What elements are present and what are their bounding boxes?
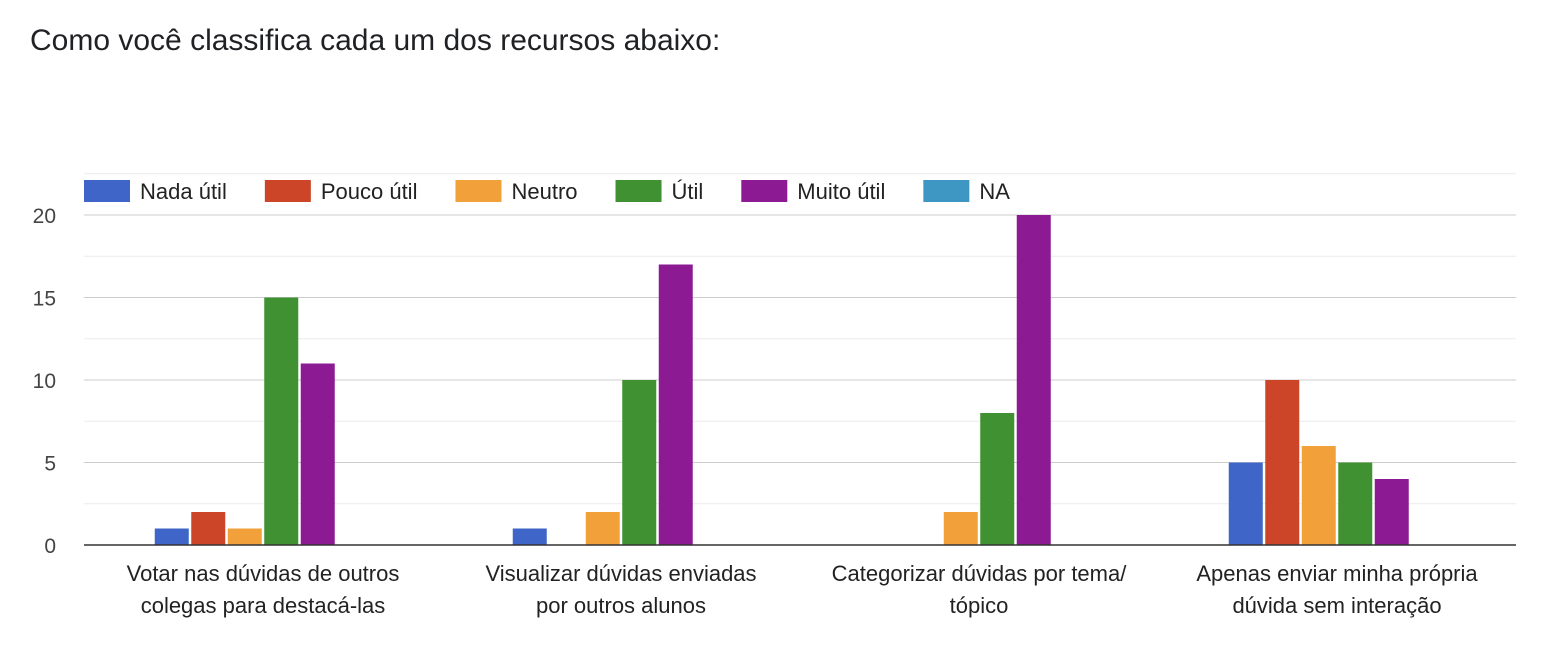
x-tick-label: Categorizar dúvidas por tema/: [832, 561, 1128, 586]
bar: [943, 512, 978, 545]
bar: [512, 528, 547, 545]
x-tick-label: Apenas enviar minha própria: [1196, 561, 1478, 586]
y-tick-label: 10: [33, 370, 56, 393]
x-tick-label: tópico: [950, 593, 1009, 618]
grid-lines: [84, 173, 1516, 505]
bar: [154, 528, 189, 545]
legend-swatch: [923, 180, 970, 202]
legend-label: Útil: [672, 179, 704, 204]
bars: [154, 215, 1409, 545]
legend-swatch: [84, 180, 130, 202]
bar: [1301, 446, 1336, 545]
bar: [264, 297, 299, 545]
x-tick-label: Votar nas dúvidas de outros: [127, 561, 400, 586]
legend: Nada útil Pouco útil Neutro Útil Muito útil N…: [84, 179, 1010, 204]
x-axis-labels: Votar nas dúvidas de outros colegas para …: [127, 561, 1479, 618]
bar: [1338, 462, 1373, 545]
legend-swatch: [455, 180, 502, 202]
x-tick-label: colegas para destacá-las: [141, 593, 386, 618]
bar: [622, 380, 657, 545]
x-tick-label: Visualizar dúvidas enviadas: [485, 561, 756, 586]
x-tick-label: dúvida sem interação: [1232, 593, 1441, 618]
bar: [1016, 215, 1051, 545]
legend-label: Pouco útil: [321, 179, 418, 204]
y-tick-label: 0: [44, 535, 56, 558]
legend-label: Neutro: [511, 179, 577, 204]
y-tick-label: 5: [44, 453, 56, 476]
legend-label: NA: [979, 179, 1010, 204]
legend-label: Muito útil: [797, 179, 885, 204]
x-tick-label: por outros alunos: [536, 593, 706, 618]
bar: [191, 512, 226, 545]
bar: [1374, 479, 1409, 545]
chart-title: Como você classifica cada um dos recurso…: [30, 24, 721, 57]
bar: [658, 264, 693, 545]
bar: [1228, 462, 1263, 545]
y-tick-label: 20: [33, 205, 56, 228]
y-tick-label: 15: [33, 288, 56, 311]
bar: [300, 363, 335, 545]
bar: [980, 413, 1015, 545]
bar: [1265, 380, 1300, 545]
legend-label: Nada útil: [140, 179, 227, 204]
legend-swatch: [264, 180, 311, 202]
bar: [585, 512, 620, 545]
legend-swatch: [741, 180, 788, 202]
legend-swatch: [615, 180, 662, 202]
bar: [227, 528, 262, 545]
y-axis-ticks: 0 5 10 15 20: [33, 205, 56, 558]
